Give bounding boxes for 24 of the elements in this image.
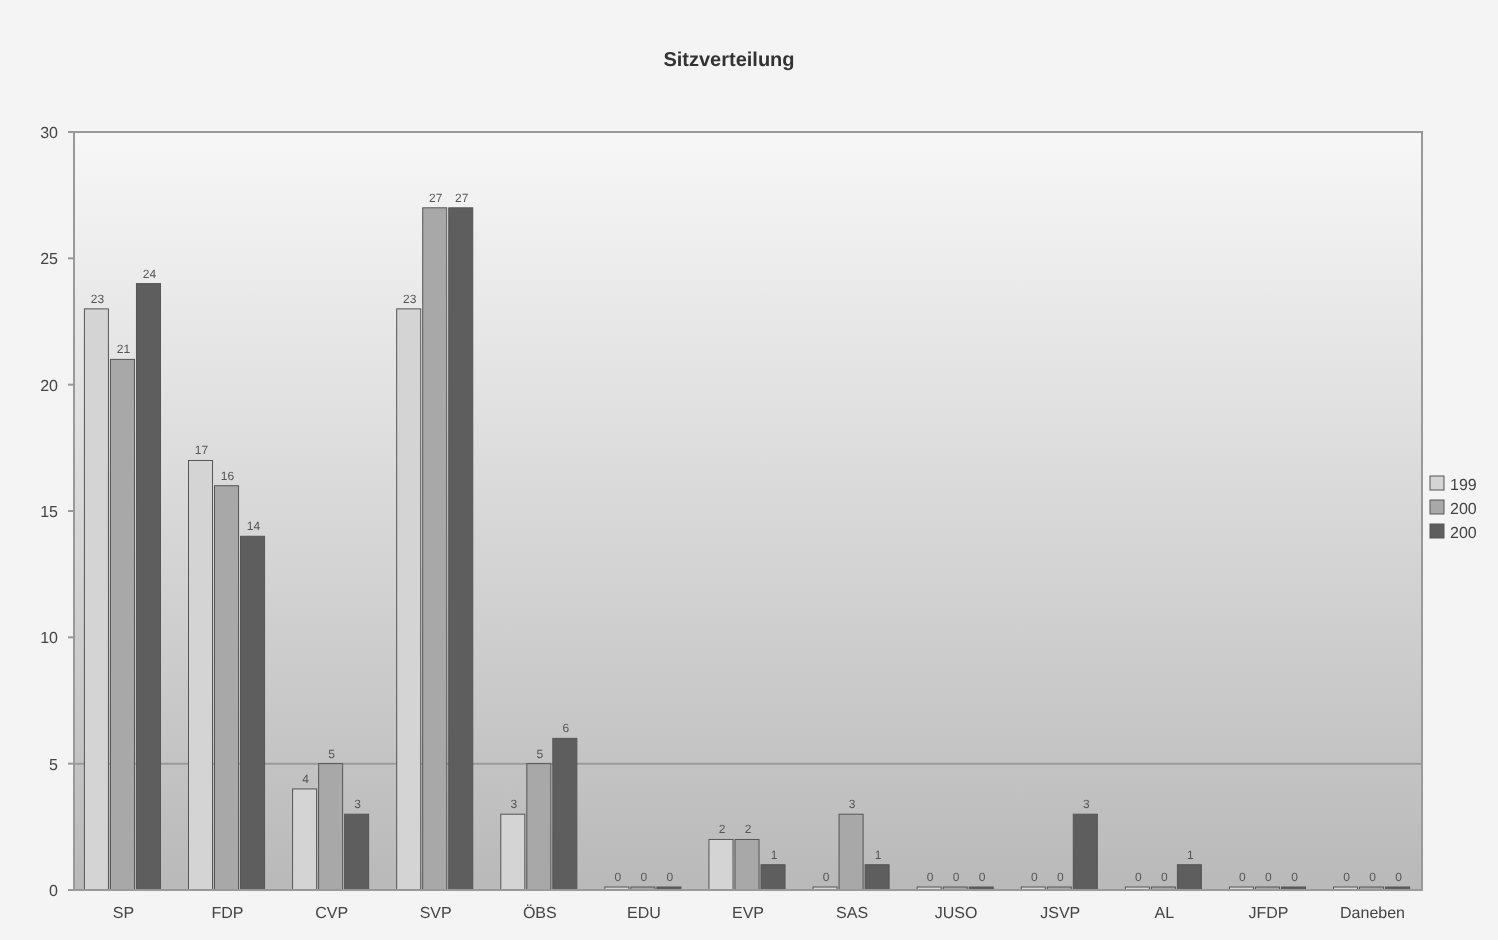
x-tick-label: FDP (211, 904, 244, 922)
x-tick-label: JFDP (1248, 904, 1289, 922)
x-tick-label: JSVP (1040, 904, 1081, 922)
x-tick-label: EDU (627, 904, 662, 922)
y-tick-label: 25 (40, 250, 60, 269)
legend-label: 200 (1450, 524, 1478, 542)
x-tick-label: SP (112, 904, 135, 922)
x-tick-label: ÖBS (522, 904, 557, 922)
y-tick-label: 20 (40, 376, 60, 395)
x-tick-label: AL (1154, 904, 1176, 922)
x-tick-label: Daneben (1340, 904, 1406, 922)
y-tick-label: 10 (40, 629, 60, 648)
legend-label: 200 (1450, 500, 1478, 518)
x-tick-label: JUSO (934, 904, 978, 922)
x-tick-label: CVP (315, 904, 349, 922)
y-tick-label: 15 (40, 503, 60, 521)
y-tick-label: 5 (49, 755, 60, 774)
legend-label: 199 (1450, 476, 1478, 494)
y-tick-label: 30 (40, 124, 60, 142)
x-tick-label: SVP (419, 904, 452, 922)
x-tick-label: EVP (731, 904, 765, 922)
chart-title: Sitzverteilung (663, 50, 795, 72)
y-tick-label: 0 (49, 882, 60, 900)
x-tick-label: SAS (836, 904, 869, 922)
